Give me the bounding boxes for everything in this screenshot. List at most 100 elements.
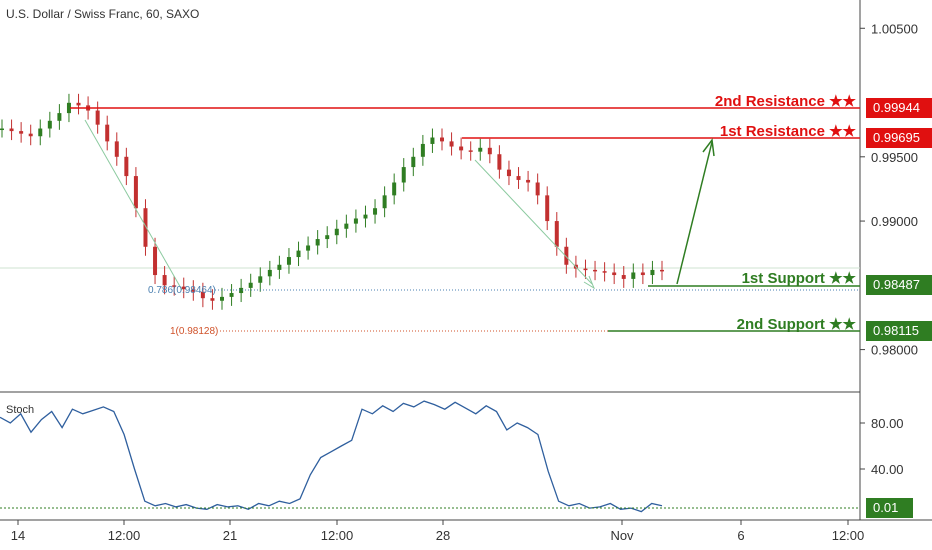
- candle-body: [612, 272, 617, 276]
- candle-body: [133, 176, 138, 209]
- stoch-value-tag: 0.01: [866, 498, 913, 518]
- price-tick-label: 1.00500: [871, 21, 918, 36]
- candle-body: [602, 271, 607, 273]
- time-tick-label: 12:00: [321, 528, 354, 543]
- candle-body: [363, 214, 368, 219]
- overlays: [70, 107, 860, 332]
- candle-body: [277, 264, 282, 270]
- r1-value-tag: 0.99695: [866, 128, 932, 148]
- candle-body: [38, 128, 43, 137]
- candle-body: [181, 286, 186, 290]
- r2-label: 2nd Resistance ★★: [714, 93, 856, 110]
- r1-label: 1st Resistance ★★: [719, 123, 856, 140]
- time-tick-label: 28: [436, 528, 450, 543]
- chart-title: U.S. Dollar / Swiss Franc, 60, SAXO: [6, 7, 200, 21]
- candle-body: [162, 275, 167, 286]
- fib-786-label: 0.786(0.98464): [148, 285, 216, 296]
- candle-body: [621, 275, 626, 279]
- candle-body: [564, 246, 569, 265]
- time-axis: 14 12:00 21 12:00 28 Nov 6 12:00: [11, 520, 865, 543]
- candle-body: [325, 235, 330, 240]
- candle-body: [66, 102, 71, 114]
- candle-body: [640, 272, 645, 276]
- candle-body: [478, 147, 483, 152]
- candle-body: [487, 147, 492, 155]
- candle-body: [306, 245, 311, 251]
- candle-body: [124, 156, 129, 177]
- candle-body: [420, 143, 425, 157]
- candle-body: [258, 276, 263, 283]
- time-tick-label: Nov: [610, 528, 634, 543]
- time-tick-label: 21: [223, 528, 237, 543]
- candles: [0, 93, 664, 310]
- price-tick-label: 0.98000: [871, 343, 918, 358]
- candle-body: [296, 250, 301, 258]
- candle-body: [0, 128, 4, 131]
- stoch-label: Stoch: [6, 404, 35, 416]
- candle-body: [267, 269, 272, 277]
- candle-body: [373, 208, 378, 215]
- candle-body: [411, 156, 416, 168]
- down-leg-arrow: [474, 159, 593, 285]
- s2-value-tag: 0.98115: [866, 321, 932, 341]
- stoch-tick-label: 80.00: [871, 416, 904, 431]
- candle-body: [468, 150, 473, 152]
- candle-body: [497, 154, 502, 170]
- candle-body: [57, 113, 62, 121]
- candle-body: [660, 269, 664, 272]
- r2-value-tag: 0.99944: [866, 98, 932, 118]
- candle-body: [19, 131, 24, 134]
- candle-body: [516, 176, 521, 180]
- candle-body: [286, 257, 291, 265]
- candle-body: [95, 110, 100, 125]
- candle-body: [401, 167, 406, 183]
- candle-body: [449, 141, 454, 147]
- stoch-line: [0, 400, 663, 513]
- candle-body: [430, 137, 435, 144]
- candle-body: [554, 221, 559, 247]
- projection-arrowhead: [702, 138, 715, 157]
- stoch-tick-label: 40.00: [871, 462, 904, 477]
- candle-body: [315, 239, 320, 246]
- candle-body: [76, 102, 81, 106]
- candle-body: [172, 285, 177, 287]
- s1-value-tag: 0.98487: [866, 275, 932, 295]
- candle-body: [9, 128, 14, 132]
- candle-body: [650, 269, 655, 276]
- candle-body: [344, 223, 349, 229]
- candle-body: [392, 182, 397, 196]
- stoch-pane: 80.00 40.00: [0, 400, 904, 513]
- candle-body: [191, 289, 196, 292]
- candle-body: [220, 296, 224, 301]
- projection-arrow: [676, 141, 713, 285]
- candle-body: [353, 218, 358, 224]
- time-tick-label: 12:00: [832, 528, 865, 543]
- candle-body: [153, 246, 158, 276]
- candle-body: [526, 179, 531, 183]
- down-leg-line: [84, 119, 183, 291]
- candle-body: [200, 291, 205, 299]
- candle-body: [47, 120, 52, 129]
- fib-1-label: 1(0.98128): [170, 326, 219, 337]
- price-tick-label: 0.99500: [871, 150, 918, 165]
- candle-body: [535, 182, 540, 196]
- s2-label: 2nd Support ★★: [736, 316, 856, 333]
- time-tick-label: 14: [11, 528, 25, 543]
- candle-body: [545, 195, 550, 222]
- candle-body: [248, 282, 253, 288]
- candle-body: [459, 146, 464, 151]
- candle-body: [593, 269, 598, 272]
- candle-body: [229, 293, 234, 297]
- candle-body: [28, 133, 33, 137]
- time-tick-label: 12:00: [108, 528, 141, 543]
- price-tick-label: 0.99000: [871, 214, 918, 229]
- candle-body: [114, 141, 119, 157]
- candle-body: [382, 195, 387, 209]
- candle-body: [210, 298, 215, 301]
- time-tick-label: 6: [737, 528, 744, 543]
- candle-body: [143, 208, 148, 247]
- candle-body: [105, 124, 110, 142]
- price-axis: 1.00500 0.99500 0.99000 0.98000: [860, 21, 918, 358]
- s1-label: 1st Support ★★: [741, 270, 856, 287]
